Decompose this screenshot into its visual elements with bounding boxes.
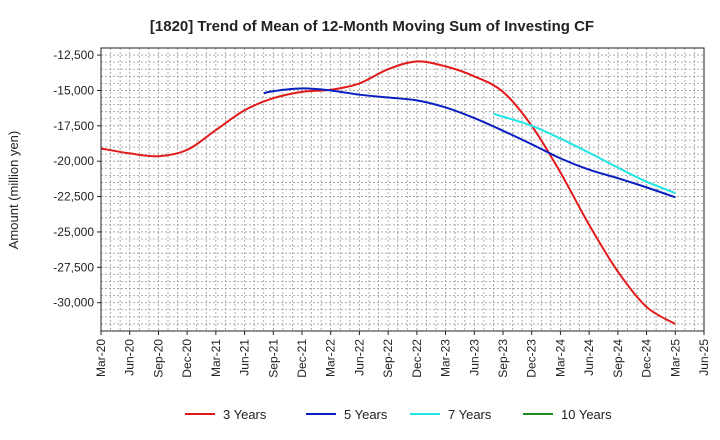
x-tick-label: Mar-24: [553, 339, 567, 377]
chart-title: [1820] Trend of Mean of 12-Month Moving …: [150, 18, 594, 35]
legend-label-5-years: 5 Years: [344, 407, 388, 422]
legend: 3 Years 5 Years 7 Years 10 Years: [185, 407, 612, 422]
y-tick-label: -27,500: [53, 260, 94, 274]
x-tick-label: Dec-23: [525, 339, 539, 378]
x-tick-label: Jun-22: [352, 339, 366, 376]
x-tick-label: Dec-24: [640, 339, 654, 378]
x-tick-label: Jun-23: [467, 339, 481, 376]
y-tick-label: -12,500: [53, 48, 94, 62]
legend-label-10-years: 10 Years: [561, 407, 612, 422]
x-axis-ticks: Mar-20 Jun-20 Sep-20 Dec-20 Mar-21 Jun-21 Sep-…: [94, 331, 711, 378]
y-tick-label: -22,500: [53, 190, 94, 204]
x-tick-label: Mar-20: [94, 339, 108, 377]
grid-lines: [101, 48, 704, 331]
x-tick-label: Mar-22: [324, 339, 338, 377]
x-tick-label: Jun-20: [123, 339, 137, 376]
legend-label-7-years: 7 Years: [448, 407, 492, 422]
plot-area-frame: [100, 47, 705, 332]
x-tick-label: Mar-25: [668, 339, 682, 377]
x-tick-label: Sep-22: [381, 339, 395, 378]
y-tick-label: -30,000: [53, 296, 94, 310]
y-tick-label: -15,000: [53, 83, 94, 97]
x-tick-label: Mar-23: [439, 339, 453, 377]
series-line-5-years: [263, 87, 676, 199]
x-tick-label: Sep-23: [496, 339, 510, 378]
y-tick-label: -25,000: [53, 225, 94, 239]
x-tick-label: Dec-20: [180, 339, 194, 378]
x-tick-label: Mar-21: [209, 339, 223, 377]
x-tick-label: Sep-20: [151, 339, 165, 378]
x-tick-label: Jun-24: [582, 339, 596, 376]
x-tick-label: Dec-22: [410, 339, 424, 378]
x-tick-label: Jun-25: [697, 339, 711, 376]
y-axis-label: Amount (million yen): [6, 131, 21, 250]
legend-label-3-years: 3 Years: [223, 407, 267, 422]
x-tick-label: Sep-24: [611, 339, 625, 378]
x-tick-label: Jun-21: [238, 339, 252, 376]
series-lines: [100, 60, 676, 325]
y-axis-ticks: -12,500 -15,000 -17,500 -20,000 -22,500 -25,0…: [53, 48, 101, 310]
y-tick-label: -20,000: [53, 154, 94, 168]
x-tick-label: Sep-21: [266, 339, 280, 378]
y-tick-label: -17,500: [53, 119, 94, 133]
series-line-3-years: [100, 60, 676, 325]
x-tick-label: Dec-21: [295, 339, 309, 378]
series-line-7-years: [493, 112, 676, 194]
